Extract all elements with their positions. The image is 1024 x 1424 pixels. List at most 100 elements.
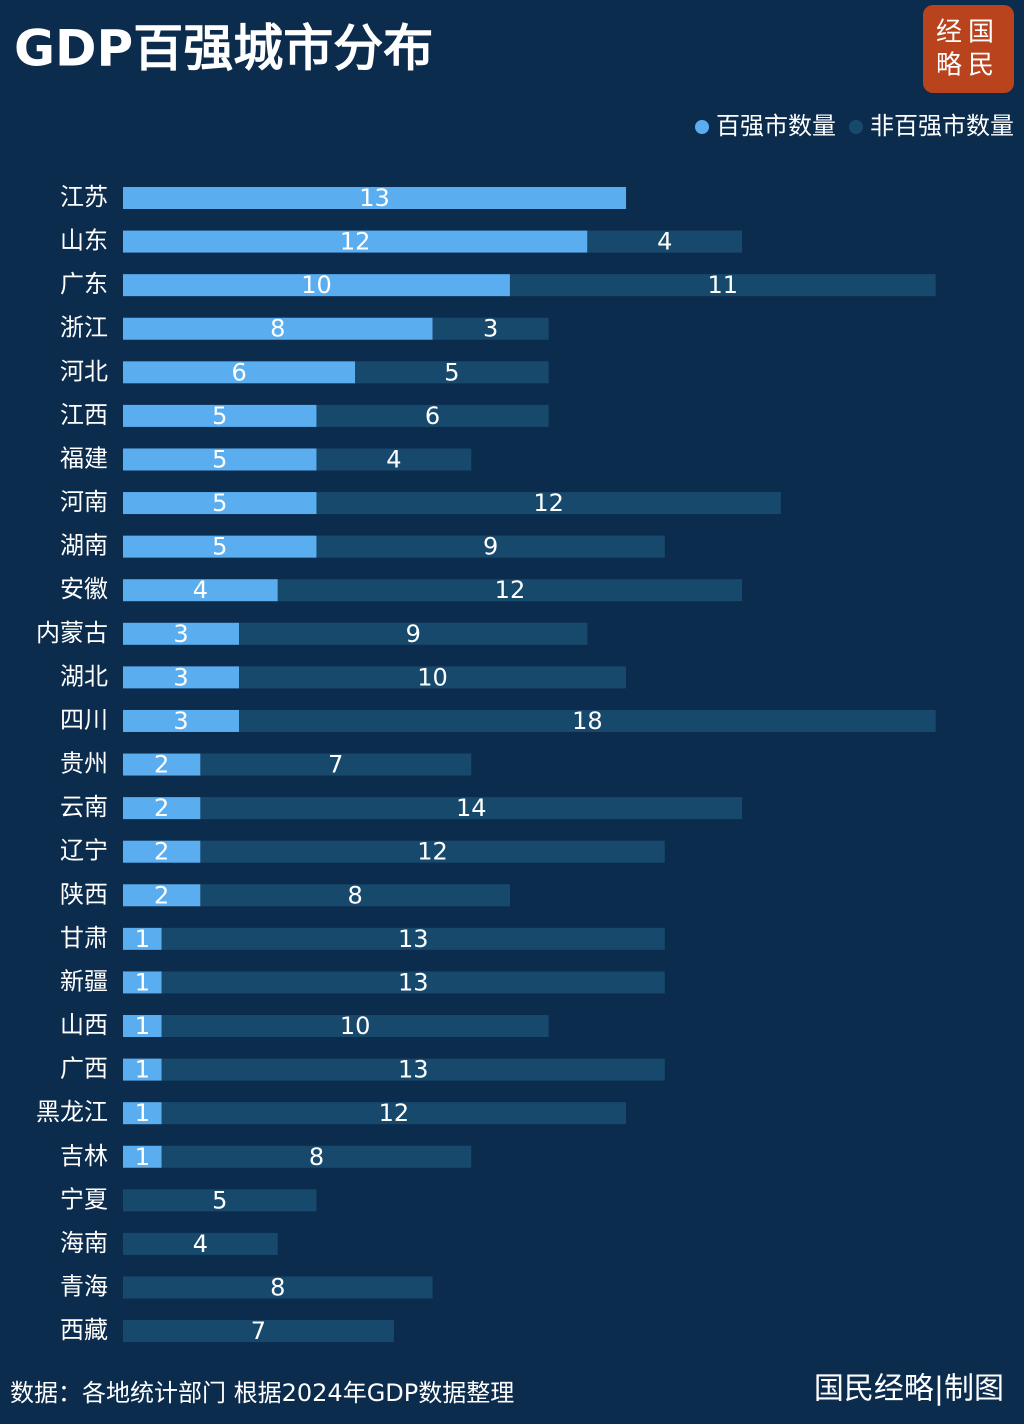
bar xyxy=(161,1058,665,1081)
y-tick-label: 陕西 xyxy=(60,880,108,908)
data-label: 10 xyxy=(340,1012,371,1040)
legend-label: 百强市数量 xyxy=(716,112,836,140)
bar xyxy=(123,187,627,209)
y-tick-label: 西藏 xyxy=(60,1316,108,1344)
data-label: 4 xyxy=(193,1230,208,1258)
data-label: 13 xyxy=(398,968,429,996)
y-tick-label: 山东 xyxy=(60,227,108,255)
bar xyxy=(200,753,472,776)
bar xyxy=(509,274,936,297)
data-label: 7 xyxy=(328,751,343,779)
y-tick-label: 云南 xyxy=(60,793,108,821)
bar xyxy=(123,492,317,515)
y-tick-label: 湖北 xyxy=(60,662,108,690)
bar xyxy=(123,361,356,384)
bar xyxy=(316,404,549,427)
logo-text: 略民 xyxy=(936,51,1000,81)
data-label: 5 xyxy=(444,358,459,386)
data-label: 1 xyxy=(135,968,150,996)
y-tick-label: 内蒙古 xyxy=(36,619,108,647)
data-label: 12 xyxy=(417,838,448,866)
bar xyxy=(123,274,510,297)
bar xyxy=(123,1145,162,1168)
legend-swatch xyxy=(849,120,863,134)
bar xyxy=(123,535,317,558)
data-label: 1 xyxy=(135,1143,150,1171)
data-label: 5 xyxy=(212,533,227,561)
bar xyxy=(123,317,433,340)
bar xyxy=(123,1102,162,1125)
data-label: 1 xyxy=(135,1056,150,1084)
legend-label: 非百强市数量 xyxy=(870,112,1014,140)
y-tick-label: 黑龙江 xyxy=(36,1098,108,1126)
logo-text: 经国 xyxy=(936,18,1000,48)
bar xyxy=(316,535,665,558)
y-tick-label: 浙江 xyxy=(60,314,108,342)
data-label: 4 xyxy=(386,445,401,473)
data-label: 12 xyxy=(379,1099,410,1127)
chart-title: GDP百强城市分布 xyxy=(14,20,433,78)
bar xyxy=(161,927,665,950)
y-tick-label: 湖南 xyxy=(60,532,108,560)
bar xyxy=(123,230,588,253)
data-label: 13 xyxy=(359,184,390,212)
bar xyxy=(161,1102,627,1125)
y-tick-label: 福建 xyxy=(60,444,108,472)
bar xyxy=(123,448,317,471)
data-label: 6 xyxy=(231,358,246,386)
y-tick-label: 贵州 xyxy=(60,750,108,778)
bar xyxy=(123,1276,433,1299)
bar xyxy=(123,1189,317,1212)
y-tick-label: 新疆 xyxy=(60,967,108,995)
bar xyxy=(161,1015,549,1038)
bar xyxy=(316,492,781,515)
data-label: 5 xyxy=(212,402,227,430)
data-label: 8 xyxy=(348,881,363,909)
y-tick-label: 山西 xyxy=(60,1011,108,1039)
y-tick-label: 江西 xyxy=(60,401,108,429)
bar xyxy=(123,753,201,776)
y-tick-label: 河北 xyxy=(60,357,108,385)
y-tick-label: 安徽 xyxy=(60,575,108,603)
data-label: 5 xyxy=(212,445,227,473)
y-tick-label: 四川 xyxy=(60,706,108,734)
data-label: 2 xyxy=(154,881,169,909)
bar xyxy=(123,709,240,732)
data-label: 4 xyxy=(657,228,672,256)
bar xyxy=(123,884,201,907)
data-label: 10 xyxy=(417,663,448,691)
data-label: 8 xyxy=(270,1274,285,1302)
data-label: 12 xyxy=(495,576,526,604)
data-label: 13 xyxy=(398,1056,429,1084)
data-label: 5 xyxy=(212,1186,227,1214)
bar xyxy=(123,840,201,863)
data-label: 10 xyxy=(301,271,332,299)
y-tick-label: 青海 xyxy=(60,1273,108,1301)
bar xyxy=(239,709,936,732)
y-tick-label: 海南 xyxy=(60,1229,108,1257)
data-label: 3 xyxy=(173,663,188,691)
bar xyxy=(200,884,510,907)
bar xyxy=(123,927,162,950)
bar xyxy=(277,579,743,602)
bar xyxy=(355,361,549,384)
y-tick-label: 江苏 xyxy=(60,183,108,211)
data-label: 14 xyxy=(456,794,487,822)
data-label: 8 xyxy=(270,315,285,343)
data-label: 12 xyxy=(340,228,371,256)
bar xyxy=(123,797,201,820)
data-label: 2 xyxy=(154,838,169,866)
data-label: 12 xyxy=(533,489,564,517)
data-label: 9 xyxy=(483,533,498,561)
bar xyxy=(200,840,665,863)
bar xyxy=(239,666,627,689)
y-tick-label: 广东 xyxy=(60,270,108,298)
y-tick-label: 吉林 xyxy=(60,1142,108,1170)
data-label: 3 xyxy=(483,315,498,343)
y-tick-label: 甘肃 xyxy=(60,924,108,952)
bar xyxy=(432,317,549,340)
source: 数据：各地统计部门 根据2024年GDP数据整理 xyxy=(10,1379,514,1407)
data-label: 1 xyxy=(135,925,150,953)
data-label: 11 xyxy=(708,271,739,299)
legend-swatch xyxy=(695,120,709,134)
